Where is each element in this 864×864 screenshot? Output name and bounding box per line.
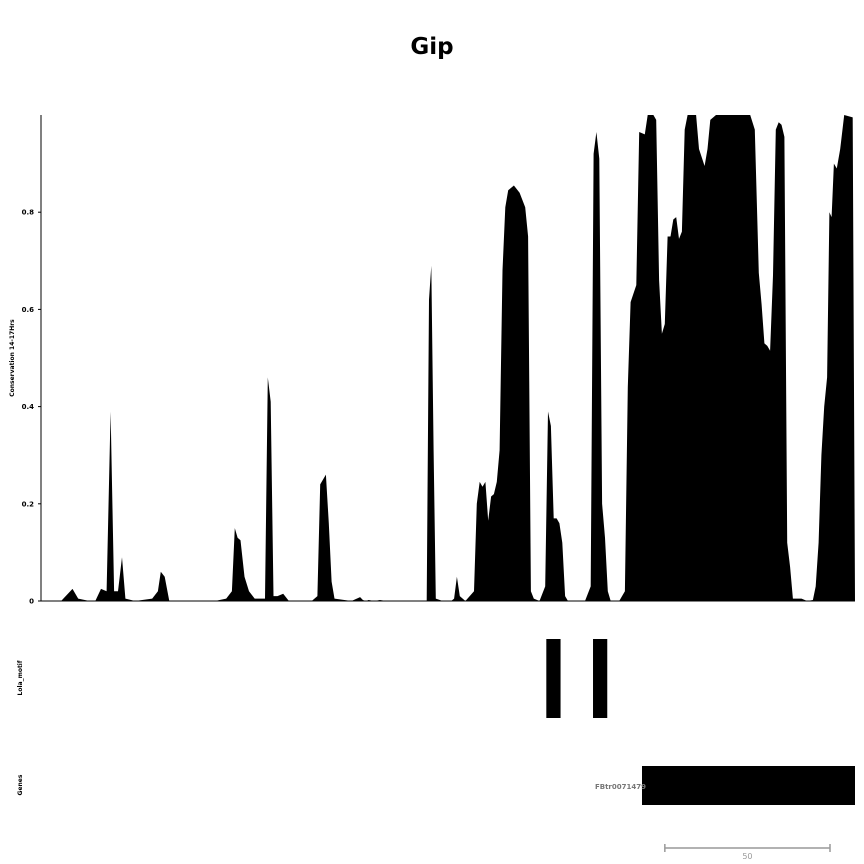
gene-feature xyxy=(641,766,855,805)
y-tick-label: 0.4 xyxy=(22,403,35,411)
gene-label: FBtr0071479 xyxy=(595,783,646,791)
y-tick-label: 0.6 xyxy=(22,306,35,314)
track-label: Lola_motif xyxy=(17,660,24,695)
motif-feature xyxy=(593,639,608,718)
conservation-area xyxy=(44,115,855,601)
motif-feature xyxy=(546,639,561,718)
track-label: Genes xyxy=(17,774,24,795)
conservation-area-layer xyxy=(44,115,855,601)
chart-title: Gip xyxy=(410,34,454,60)
scale-bar: 50 xyxy=(664,844,831,861)
conservation-y-axis: 0 0.2 0.4 0.6 0.8 xyxy=(22,115,855,606)
y-tick-label: 0.8 xyxy=(22,209,35,217)
genes-track: FBtr0071479 xyxy=(595,766,855,805)
track-label: Conservation 14-17Hrs xyxy=(9,319,16,397)
y-tick-label: 0 xyxy=(29,598,34,606)
track-labels: Conservation 14-17Hrs Lola_motif Genes xyxy=(9,319,24,796)
y-tick-label: 0.2 xyxy=(22,500,35,508)
lola-motif-track xyxy=(546,639,608,718)
scale-bar-label: 50 xyxy=(742,852,752,861)
